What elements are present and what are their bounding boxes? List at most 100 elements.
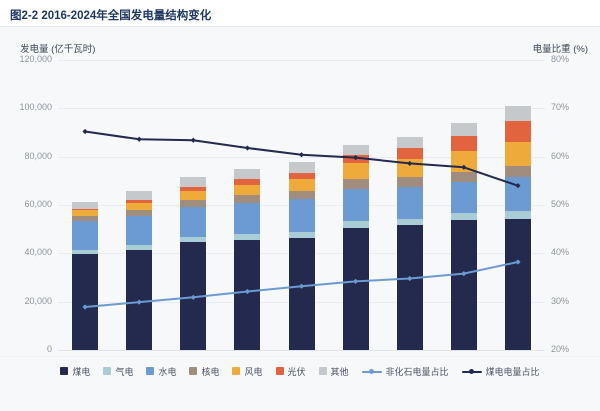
bar-segment-煤电[interactable] — [234, 240, 261, 350]
bar-segment-气电[interactable] — [126, 244, 153, 250]
line-marker — [298, 152, 305, 158]
legend-item-煤电电量占比[interactable]: 煤电电量占比 — [461, 365, 540, 378]
y2-axis-tick-label: 70% — [551, 102, 570, 113]
bar-segment-煤电[interactable] — [396, 225, 423, 350]
legend-label: 光伏 — [287, 366, 306, 377]
bar-segment-气电[interactable] — [180, 236, 207, 242]
bar-segment-风电[interactable] — [126, 202, 153, 210]
bar-segment-风电[interactable] — [288, 179, 315, 191]
y-axis-tick-label: 40,000 — [24, 247, 52, 258]
bar-segment-气电[interactable] — [504, 211, 531, 219]
line-marker — [298, 283, 305, 289]
bar-segment-煤电[interactable] — [72, 254, 99, 350]
gridline — [58, 108, 545, 110]
bar-segment-光伏[interactable] — [234, 179, 261, 185]
legend-label: 非化石电量占比 — [385, 366, 449, 377]
legend-item-核电[interactable]: 核电 — [189, 365, 219, 378]
legend-item-光伏[interactable]: 光伏 — [275, 365, 306, 378]
bar-segment-其他[interactable] — [72, 201, 99, 209]
legend-label: 水电 — [158, 366, 177, 377]
bar-segment-光伏[interactable] — [288, 172, 315, 180]
bar-segment-煤电[interactable] — [288, 238, 315, 350]
legend-swatch-icon — [318, 367, 327, 375]
bar-segment-光伏[interactable] — [126, 199, 153, 203]
line-marker — [244, 145, 250, 151]
legend-item-非化石电量占比[interactable]: 非化石电量占比 — [361, 365, 449, 378]
line-marker — [82, 304, 88, 310]
bar-segment-风电[interactable] — [234, 184, 261, 195]
bar-segment-风电[interactable] — [342, 162, 369, 179]
bar-segment-其他[interactable] — [450, 122, 477, 137]
bar-2020[interactable] — [288, 60, 315, 350]
line-marker — [353, 278, 359, 284]
bar-segment-煤电[interactable] — [342, 227, 369, 350]
gridline — [58, 60, 545, 61]
bar-2021[interactable] — [342, 60, 369, 350]
bar-2017[interactable] — [126, 60, 153, 350]
legend-label: 煤电电量占比 — [485, 366, 540, 377]
legend-label: 煤电 — [72, 366, 91, 377]
bar-segment-核电[interactable] — [396, 177, 423, 188]
plot-region: 0 20,000 40,000 60,000 80,000 100,000 120,000 … — [0, 27, 600, 411]
bar-2022[interactable] — [396, 60, 423, 350]
legend-item-风电[interactable]: 风电 — [232, 365, 263, 378]
bar-segment-风电[interactable] — [72, 210, 99, 217]
bar-segment-其他[interactable] — [504, 105, 531, 122]
bar-segment-核电[interactable] — [234, 194, 261, 203]
bar-segment-气电[interactable] — [72, 249, 99, 255]
legend-item-煤电[interactable]: 煤电 — [60, 365, 90, 378]
bar-segment-气电[interactable] — [396, 218, 423, 226]
bar-segment-水电[interactable] — [126, 215, 153, 245]
bar-segment-水电[interactable] — [234, 202, 261, 235]
bar-segment-核电[interactable] — [504, 165, 531, 177]
y-axis-tick-label: 0 — [46, 344, 52, 354]
bar-segment-气电[interactable] — [288, 232, 315, 239]
line-marker — [461, 164, 467, 170]
bar-segment-其他[interactable] — [234, 168, 261, 180]
bar-segment-其他[interactable] — [288, 161, 315, 173]
bar-2016[interactable] — [72, 60, 99, 350]
bar-segment-水电[interactable] — [72, 221, 99, 250]
bar-segment-风电[interactable] — [180, 191, 207, 200]
bar-segment-核电[interactable] — [72, 216, 99, 222]
bar-segment-煤电[interactable] — [450, 220, 477, 350]
bar-segment-核电[interactable] — [180, 199, 207, 208]
line-marker — [353, 155, 359, 161]
legend-item-气电[interactable]: 气电 — [103, 365, 133, 378]
lines-layer — [82, 128, 521, 310]
bar-segment-气电[interactable] — [234, 234, 261, 241]
bar-segment-气电[interactable] — [450, 213, 477, 221]
left-axis-title: 发电量 (亿千瓦时) — [20, 44, 96, 55]
bar-segment-核电[interactable] — [126, 209, 153, 216]
bar-segment-水电[interactable] — [288, 199, 315, 233]
y2-axis-tick-label: 20% — [551, 344, 570, 354]
bar-segment-光伏[interactable] — [72, 208, 99, 211]
legend-line-icon — [461, 367, 482, 375]
bar-segment-其他[interactable] — [126, 191, 153, 200]
bar-segment-核电[interactable] — [450, 171, 477, 183]
bar-segment-其他[interactable] — [180, 176, 207, 187]
bar-segment-其他[interactable] — [396, 137, 423, 149]
legend-item-水电[interactable]: 水电 — [146, 365, 176, 378]
bar-segment-核电[interactable] — [342, 178, 369, 189]
bar-segment-水电[interactable] — [180, 207, 207, 237]
bar-segment-风电[interactable] — [504, 141, 531, 166]
legend-item-其他[interactable]: 其他 — [318, 365, 349, 378]
bar-segment-煤电[interactable] — [504, 218, 531, 350]
bar-2023[interactable] — [450, 60, 477, 350]
right-axis-title: 电量比重 (%) — [532, 44, 588, 55]
bar-segment-光伏[interactable] — [450, 136, 477, 151]
bar-segment-水电[interactable] — [342, 188, 369, 221]
bar-segment-光伏[interactable] — [396, 148, 423, 159]
bar-segment-其他[interactable] — [342, 144, 369, 156]
bar-segment-气电[interactable] — [342, 221, 369, 228]
bar-segment-水电[interactable] — [450, 182, 477, 214]
bar-2024[interactable] — [504, 60, 531, 350]
bar-segment-水电[interactable] — [396, 187, 423, 219]
legend-line-icon — [361, 367, 382, 375]
bar-segment-光伏[interactable] — [180, 186, 207, 192]
bar-segment-光伏[interactable] — [504, 121, 531, 142]
bar-2019[interactable] — [234, 60, 261, 350]
bar-segment-核电[interactable] — [288, 190, 315, 200]
chart-legend: 煤电 气电 水电 核电 风电 光伏 其他 非化石电量占比 煤电电量占比 — [0, 356, 600, 385]
